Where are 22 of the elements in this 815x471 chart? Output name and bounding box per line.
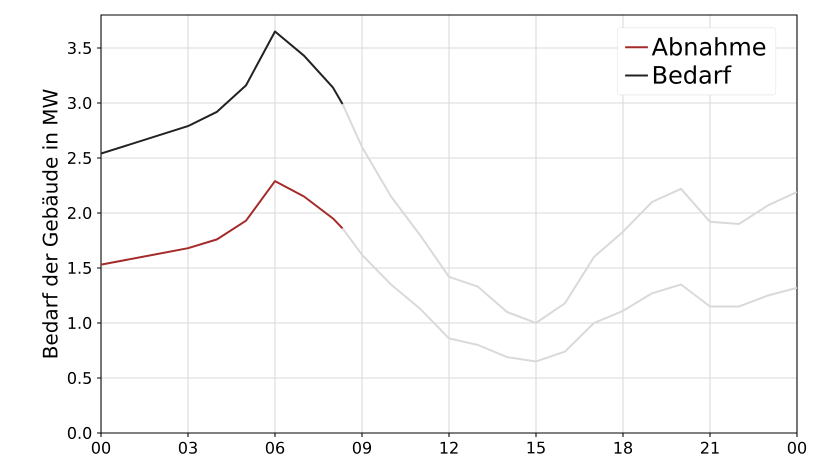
y-tick-label: 2.0 [68,206,92,220]
y-axis-title: Bedarf der Gebäude in MW [42,89,58,358]
line-series [101,30,344,155]
x-tick-label: 00 [788,442,806,454]
y-tick-label: 0.5 [68,372,91,384]
x-tick-label: 12 [440,442,458,454]
y-tick-label: 2.5 [68,152,91,164]
x-tick-label: 06 [266,442,284,454]
x-tick-label: 18 [614,442,632,454]
y-tick-label: 1.5 [68,262,91,274]
y-tick-label: 1.0 [68,316,92,330]
y-tick-label: 3.0 [68,96,92,110]
x-tick-label: 09 [352,442,372,454]
y-tick-label: 0.0 [68,426,92,440]
x-tick-label: 15 [528,442,545,454]
legend-label: Bedarf [654,65,732,84]
legend-label: Abnahme [652,37,766,56]
x-tick-label: 21 [700,442,719,454]
line-series [101,180,344,266]
y-tick-label: 3.5 [68,42,91,54]
x-tick-label: 00 [92,442,110,454]
x-tick-label: 03 [178,442,197,454]
